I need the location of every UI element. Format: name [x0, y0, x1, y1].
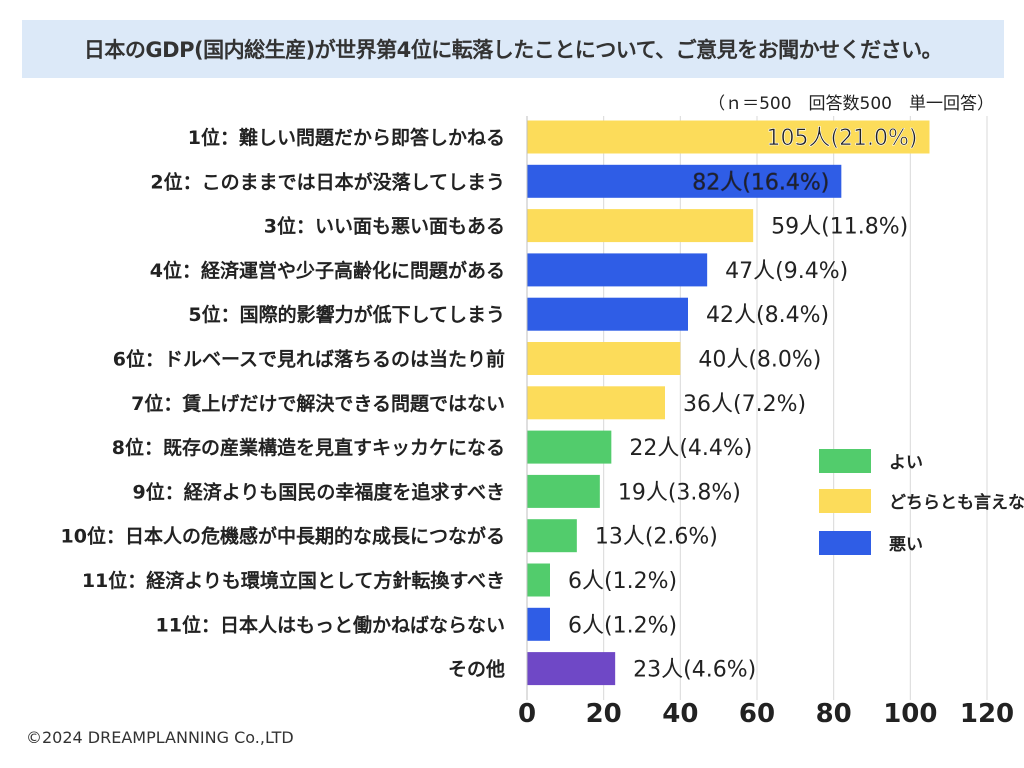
bar	[527, 386, 665, 420]
bar	[527, 474, 600, 508]
category-label: 1位：難しい問題だから即答しかねる	[188, 126, 505, 149]
bar	[527, 120, 930, 154]
copyright: ©2024 DREAMPLANNING Co.,LTD	[26, 728, 294, 747]
value-label: 19人(3.8%)	[618, 480, 741, 505]
category-label: 3位：いい面も悪い面もある	[264, 215, 505, 238]
value-label: 13人(2.6%)	[595, 525, 718, 550]
value-label: 22人(4.4%)	[629, 436, 752, 461]
bar	[527, 519, 577, 553]
category-label: 2位：このままでは日本が没落してしまう	[150, 170, 505, 193]
category-label: 10位：日本人の危機感が中長期的な成長につながる	[61, 525, 505, 548]
chart-title: 日本のGDP(国内総生産)が世界第4位に転落したことについて、ご意見をお聞かせく…	[83, 38, 943, 62]
category-label: 6位：ドルベースで見れば落ちるのは当たり前	[113, 348, 505, 371]
sample-note: （ｎ＝500 回答数500 単一回答）	[708, 94, 994, 114]
bar	[527, 430, 612, 464]
legend-label: よい	[889, 453, 923, 473]
value-label: 59人(11.8%)	[771, 215, 908, 240]
x-tick-label: 0	[518, 699, 536, 729]
x-tick-label: 40	[662, 699, 698, 729]
value-label: 23人(4.6%)	[633, 658, 756, 683]
value-label: 6人(1.2%)	[568, 613, 677, 638]
legend-swatch	[819, 449, 871, 473]
value-label: 42人(8.4%)	[706, 303, 829, 328]
legend-label: 悪い	[889, 535, 923, 555]
value-label: 36人(7.2%)	[683, 392, 806, 417]
bar	[527, 297, 688, 331]
value-label: 47人(9.4%)	[725, 259, 848, 284]
category-label: 11位：日本人はもっと働かねばならない	[156, 613, 505, 636]
bar	[527, 342, 681, 375]
x-tick-label: 80	[816, 699, 852, 729]
bar	[527, 607, 550, 641]
value-label: 40人(8.0%)	[698, 348, 821, 373]
x-tick-label: 120	[960, 699, 1014, 729]
legend-swatch	[819, 531, 871, 555]
bar	[527, 652, 616, 686]
value-label: 82人(16.4%)	[692, 170, 829, 195]
x-tick-label: 20	[586, 699, 622, 729]
category-label: 5位：国際的影響力が低下してしまう	[188, 303, 505, 326]
bar	[527, 253, 708, 287]
title-band: 日本のGDP(国内総生産)が世界第4位に転落したことについて、ご意見をお聞かせく…	[22, 20, 1004, 78]
x-tick-label: 100	[883, 699, 937, 729]
bar	[527, 164, 842, 198]
bar	[527, 563, 550, 597]
value-label: 105人(21.0%)	[766, 126, 917, 151]
value-label: 6人(1.2%)	[568, 569, 677, 594]
category-label: その他	[448, 658, 505, 681]
bar	[527, 209, 754, 243]
category-label: 8位：既存の産業構造を見直すキッカケになる	[112, 436, 505, 459]
category-label: 4位：経済運営や少子高齢化に問題がある	[150, 259, 505, 282]
category-label: 9位：経済よりも国民の幸福度を追求すべき	[132, 480, 505, 503]
category-label: 11位：経済よりも環境立国として方針転換すべき	[82, 569, 505, 592]
category-label: 7位：賃上げだけで解決できる問題ではない	[131, 392, 505, 415]
x-tick-label: 60	[739, 699, 775, 729]
legend-label: どちらとも言えない	[889, 492, 1024, 513]
legend-swatch	[819, 489, 871, 513]
